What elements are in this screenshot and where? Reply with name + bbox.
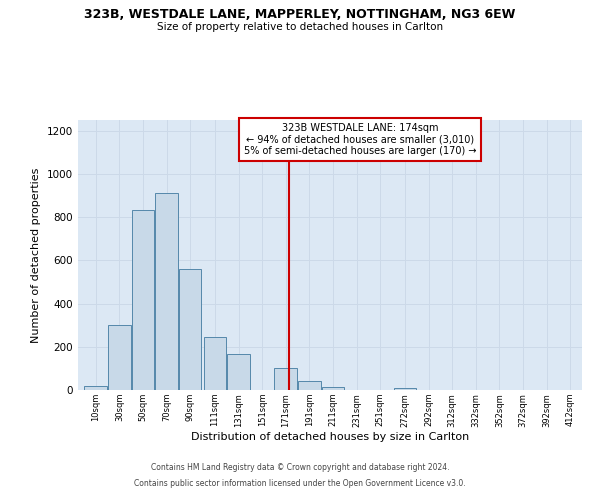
Text: 323B WESTDALE LANE: 174sqm
← 94% of detached houses are smaller (3,010)
5% of se: 323B WESTDALE LANE: 174sqm ← 94% of deta… [244, 122, 476, 156]
Text: Contains public sector information licensed under the Open Government Licence v3: Contains public sector information licen… [134, 478, 466, 488]
Bar [85, 386, 107, 390]
Bar [203, 337, 226, 390]
Text: Size of property relative to detached houses in Carlton: Size of property relative to detached ho… [157, 22, 443, 32]
Bar [131, 210, 154, 390]
Y-axis label: Number of detached properties: Number of detached properties [31, 168, 41, 342]
Bar [227, 354, 250, 390]
Bar [298, 382, 320, 390]
Bar [274, 368, 297, 390]
X-axis label: Distribution of detached houses by size in Carlton: Distribution of detached houses by size … [191, 432, 469, 442]
Bar [394, 388, 416, 390]
Bar [179, 269, 202, 390]
Bar [155, 194, 178, 390]
Bar [108, 325, 131, 390]
Text: Contains HM Land Registry data © Crown copyright and database right 2024.: Contains HM Land Registry data © Crown c… [151, 464, 449, 472]
Bar [322, 387, 344, 390]
Text: 323B, WESTDALE LANE, MAPPERLEY, NOTTINGHAM, NG3 6EW: 323B, WESTDALE LANE, MAPPERLEY, NOTTINGH… [85, 8, 515, 20]
